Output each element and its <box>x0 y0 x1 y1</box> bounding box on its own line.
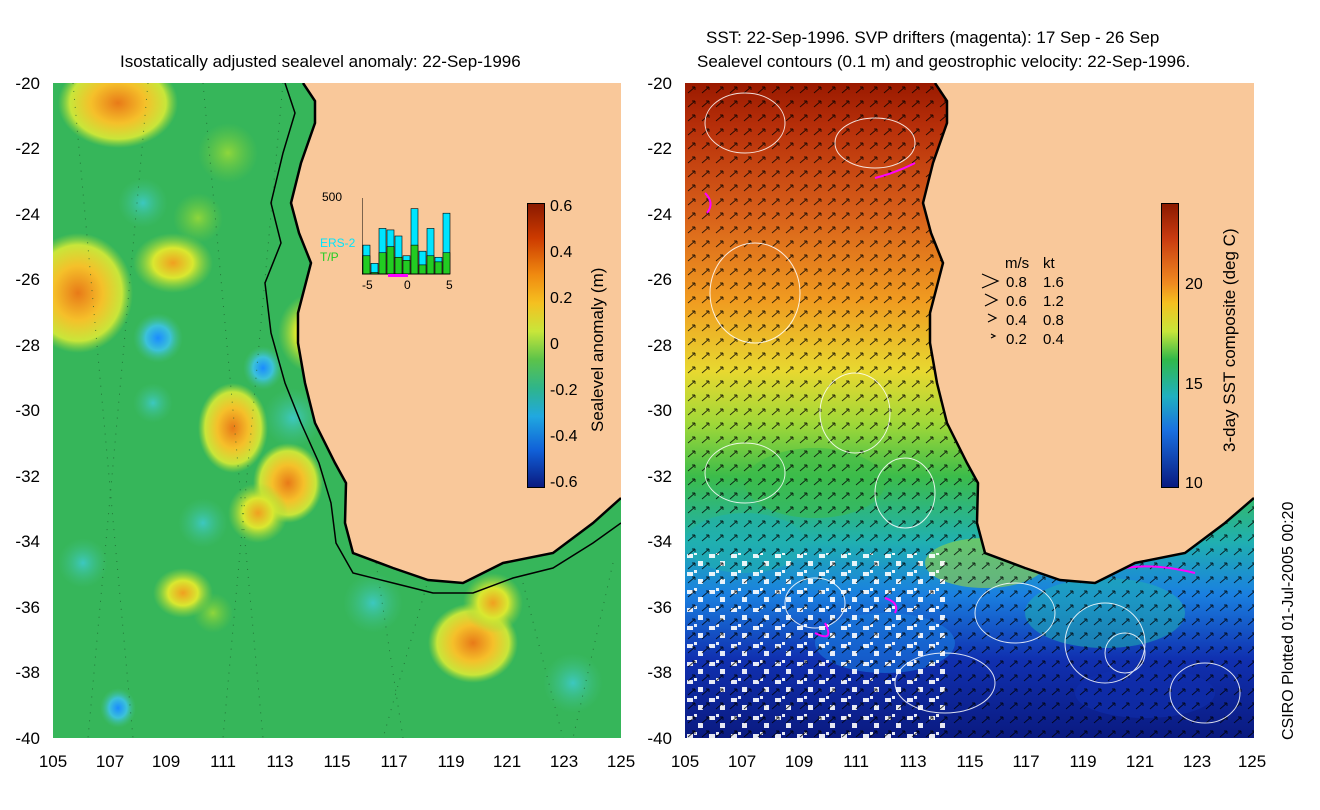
legend-ms: 0.8 <box>1006 274 1027 291</box>
ssh-cbar-tick: -0.4 <box>550 428 578 445</box>
lon-tick: 125 <box>1237 752 1267 771</box>
lon-tick: 111 <box>210 752 236 771</box>
right-panel-title-line1: SST: 22-Sep-1996. SVP drifters (magenta)… <box>706 28 1160 47</box>
left-panel-title: Isostatically adjusted sealevel anomaly:… <box>120 52 521 71</box>
inset-tp-bar <box>402 260 411 275</box>
inset-ymax-label: 500 <box>322 190 343 204</box>
coastline-right <box>921 83 1254 585</box>
lon-tick: 117 <box>1012 752 1040 771</box>
ssh-cbar-tick: -0.2 <box>550 382 578 399</box>
lon-tick: 105 <box>670 752 700 771</box>
sst-cbar-tick: 20 <box>1185 276 1203 293</box>
lon-tick: 119 <box>1069 752 1097 771</box>
lon-tick: 111 <box>843 752 869 771</box>
lat-tick: -32 <box>647 467 672 486</box>
lat-tick: -30 <box>15 401 40 420</box>
lat-tick: -38 <box>15 663 40 682</box>
lon-tick: 105 <box>38 752 68 771</box>
legend-kt: 0.8 <box>1043 312 1064 329</box>
lon-tick: 109 <box>151 752 181 771</box>
inset-xtick: 5 <box>446 278 453 292</box>
legend-arrows <box>981 273 1000 339</box>
lon-tick: 107 <box>95 752 125 771</box>
sst-colorbar <box>1161 203 1179 488</box>
ssh-colorbar-label: Sealevel anomaly (m) <box>588 267 607 432</box>
lon-tick: 123 <box>549 752 579 771</box>
ssh-cbar-tick: 0.2 <box>550 290 573 307</box>
lat-tick: -20 <box>15 74 40 93</box>
inset-tp-bar <box>378 252 387 275</box>
inset-tp-bar <box>410 244 419 275</box>
lat-tick: -36 <box>647 598 672 617</box>
svp-drifter-tracks <box>704 162 1196 638</box>
lon-tick: 119 <box>437 752 465 771</box>
isobath-200m <box>264 83 621 594</box>
lon-tick: 115 <box>956 752 984 771</box>
altimeter-ground-tracks <box>72 83 614 738</box>
lon-tick: 123 <box>1182 752 1212 771</box>
lat-tick: -36 <box>15 598 40 617</box>
plot-credit: CSIRO Plotted 01-Jul-2005 00:20 <box>1280 501 1297 740</box>
legend-header-ms: m/s <box>1005 255 1030 272</box>
ssh-cbar-tick: 0 <box>550 336 559 353</box>
lon-tick: 121 <box>492 752 522 771</box>
sst-cbar-tick: 10 <box>1185 475 1203 492</box>
inset-tp-label: T/P <box>320 250 339 264</box>
legend-kt: 0.4 <box>1043 331 1064 348</box>
inset-tp-bar <box>394 256 403 275</box>
lat-tick: -24 <box>647 205 672 224</box>
inset-tp-bar <box>418 264 427 275</box>
lon-tick: 121 <box>1125 752 1155 771</box>
lon-tick: 117 <box>380 752 408 771</box>
lat-tick: -34 <box>15 532 40 551</box>
lat-tick: -24 <box>15 205 40 224</box>
lat-tick: -26 <box>15 270 40 289</box>
ssh-cbar-tick: -0.6 <box>550 474 578 491</box>
data-count-inset: 500 ERS-2 T/P -5 0 5 <box>318 190 468 300</box>
ssh-cbar-tick: 0.4 <box>550 244 573 261</box>
coastline <box>289 83 621 585</box>
lat-tick: -34 <box>647 532 672 551</box>
lat-tick: -38 <box>647 663 672 682</box>
lon-tick: 113 <box>266 752 294 771</box>
legend-kt: 1.6 <box>1043 274 1064 291</box>
inset-bars <box>362 198 451 277</box>
ssh-colorbar <box>527 203 545 488</box>
legend-ms: 0.6 <box>1006 293 1027 310</box>
lon-tick: 125 <box>606 752 636 771</box>
right-panel-title-line2: Sealevel contours (0.1 m) and geostrophi… <box>697 52 1191 71</box>
inset-tp-bar <box>426 255 435 275</box>
sst-colorbar-label: 3-day SST composite (deg C) <box>1220 228 1239 452</box>
lat-tick: -30 <box>647 401 672 420</box>
sst-cbar-tick: 15 <box>1185 376 1203 393</box>
inset-xtick: 0 <box>404 278 411 292</box>
lon-tick: 113 <box>899 752 927 771</box>
lon-tick: 107 <box>727 752 757 771</box>
lat-tick: -40 <box>15 729 40 748</box>
inset-tp-bar <box>362 255 371 275</box>
inset-time-window <box>388 274 408 277</box>
ssh-cbar-tick: 0.6 <box>550 198 573 215</box>
lat-tick: -28 <box>647 336 672 355</box>
inset-tp-bar <box>386 246 395 275</box>
legend-kt: 1.2 <box>1043 293 1064 310</box>
lat-tick: -22 <box>15 139 40 158</box>
inset-tp-bar <box>434 261 443 275</box>
lat-tick: -40 <box>647 729 672 748</box>
legend-ms: 0.2 <box>1006 331 1027 348</box>
legend-ms: 0.4 <box>1006 312 1027 329</box>
legend-header-kt: kt <box>1043 255 1055 272</box>
sealevel-contours <box>704 92 1241 724</box>
lat-tick: -26 <box>647 270 672 289</box>
lon-tick: 109 <box>784 752 814 771</box>
inset-tp-bar <box>442 252 451 275</box>
lon-tick: 115 <box>323 752 351 771</box>
lat-tick: -20 <box>647 74 672 93</box>
lat-tick: -28 <box>15 336 40 355</box>
lat-tick: -32 <box>15 467 40 486</box>
inset-xtick: -5 <box>362 278 373 292</box>
lat-tick: -22 <box>647 139 672 158</box>
inset-ers2-label: ERS-2 <box>320 236 356 250</box>
